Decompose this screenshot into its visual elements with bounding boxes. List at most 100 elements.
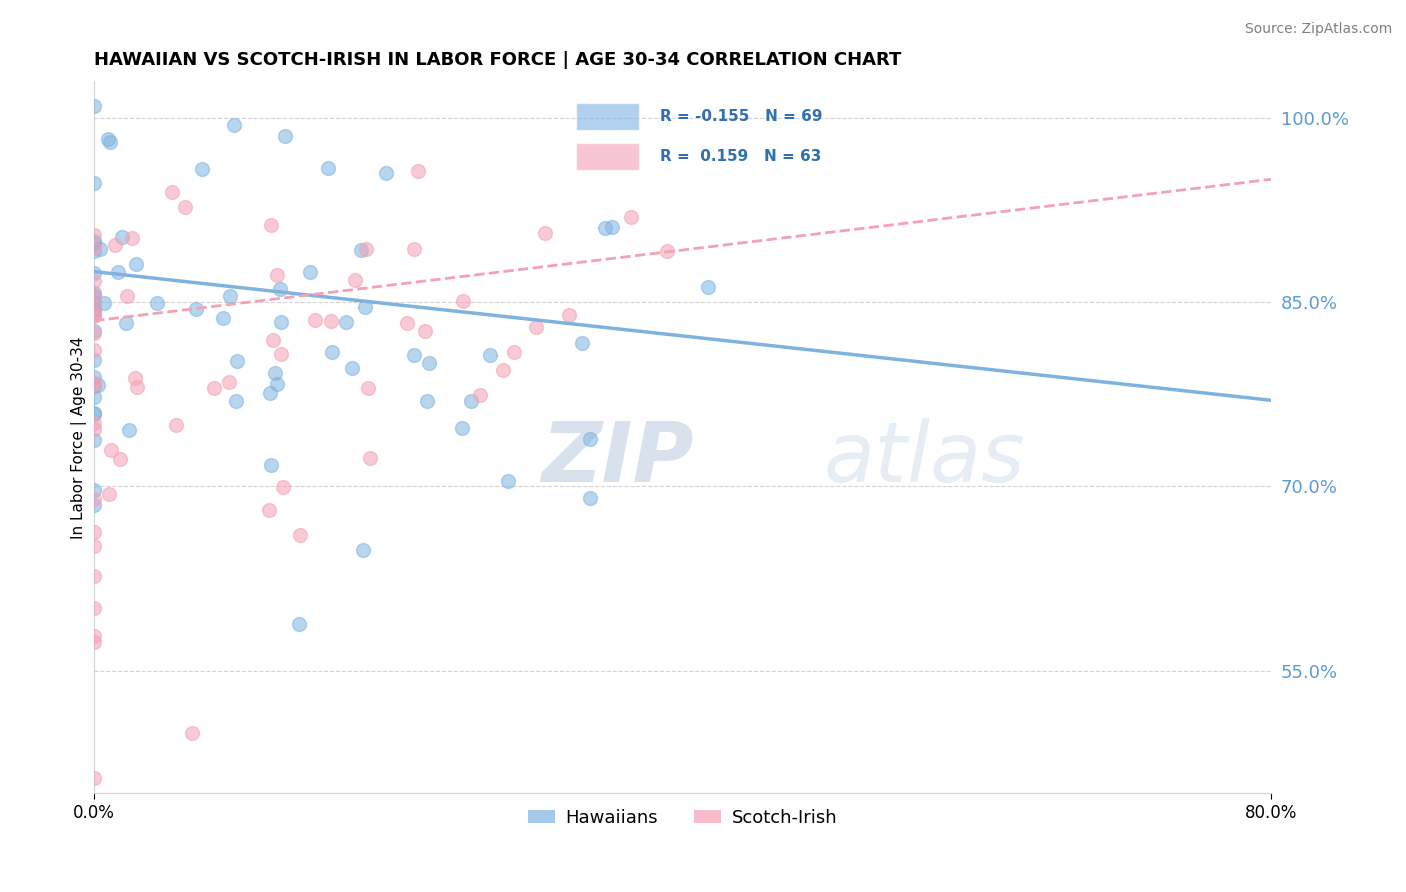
Point (174, 200, 197, 214)
Point (83, 600, 105, 615)
Point (83, 483, 105, 498)
Text: atlas: atlas (824, 418, 1025, 500)
Point (83, 416, 105, 430)
Point (579, 432, 602, 446)
Point (83, 294, 105, 309)
Point (219, 289, 242, 303)
Point (83, 326, 105, 340)
Point (125, 258, 148, 272)
Point (413, 324, 436, 338)
Point (260, 218, 283, 232)
Point (593, 221, 616, 235)
Point (83, 433, 105, 447)
Point (83, 498, 105, 512)
Point (83, 539, 105, 553)
Point (83, 266, 105, 280)
Point (468, 388, 491, 402)
Point (375, 166, 398, 180)
Point (191, 161, 214, 176)
Text: ZIP: ZIP (541, 418, 695, 500)
Point (264, 366, 287, 380)
Point (115, 316, 138, 330)
Point (83, 308, 105, 322)
Point (104, 238, 127, 252)
Point (321, 314, 343, 328)
Point (184, 301, 207, 316)
Point (83, 635, 105, 649)
Point (110, 451, 132, 466)
Point (83, 299, 105, 313)
Point (222, 118, 245, 132)
Point (496, 474, 519, 488)
Point (83, 305, 105, 319)
Point (83, 98, 105, 112)
Point (83, 176, 105, 190)
Point (600, 220, 623, 235)
Point (402, 242, 425, 256)
Point (262, 333, 284, 347)
Point (396, 316, 419, 330)
Point (259, 386, 281, 401)
Point (304, 312, 326, 326)
Point (83, 240, 105, 254)
Point (524, 319, 547, 334)
Point (260, 458, 283, 473)
Point (97, 487, 120, 501)
Point (404, 348, 426, 362)
Point (83, 376, 105, 391)
Point (478, 347, 501, 361)
Point (83, 378, 105, 392)
Point (298, 264, 321, 278)
Point (335, 316, 357, 330)
Point (350, 243, 373, 257)
Point (117, 289, 139, 303)
Legend: Hawaiians, Scotch-Irish: Hawaiians, Scotch-Irish (520, 802, 845, 834)
Point (340, 360, 363, 375)
Point (380, 27, 402, 41)
Point (655, 244, 678, 259)
Point (83, 228, 105, 243)
Point (212, 310, 235, 325)
Point (83, 309, 105, 323)
Point (270, 314, 292, 328)
Point (451, 294, 474, 309)
Point (83, 406, 105, 420)
Point (202, 381, 225, 395)
Point (316, 161, 339, 176)
Point (127, 380, 149, 394)
Point (83, 274, 105, 288)
Point (619, 210, 641, 224)
Point (180, 725, 202, 739)
Point (83, 235, 105, 250)
Point (93, 295, 115, 310)
Point (83, 352, 105, 367)
Point (451, 421, 474, 435)
Point (83, 325, 105, 339)
Point (160, 185, 183, 199)
Point (460, 394, 482, 409)
Point (288, 527, 311, 541)
Point (557, 308, 579, 322)
Point (83, 302, 105, 317)
Point (418, 356, 440, 370)
Point (83, 407, 105, 421)
Point (118, 423, 141, 437)
Point (354, 300, 377, 314)
Point (89, 242, 111, 256)
Point (416, 394, 439, 409)
Point (83, 491, 105, 506)
Point (97, 131, 120, 145)
Point (266, 377, 288, 392)
Point (696, 280, 718, 294)
Point (83, 289, 105, 303)
Point (124, 371, 146, 385)
Point (288, 617, 311, 632)
Point (87, 377, 110, 392)
Point (226, 354, 249, 368)
Point (83, 369, 105, 384)
Point (266, 268, 288, 282)
Point (273, 480, 295, 494)
Point (274, 128, 297, 143)
Point (571, 336, 593, 351)
Point (352, 543, 374, 558)
